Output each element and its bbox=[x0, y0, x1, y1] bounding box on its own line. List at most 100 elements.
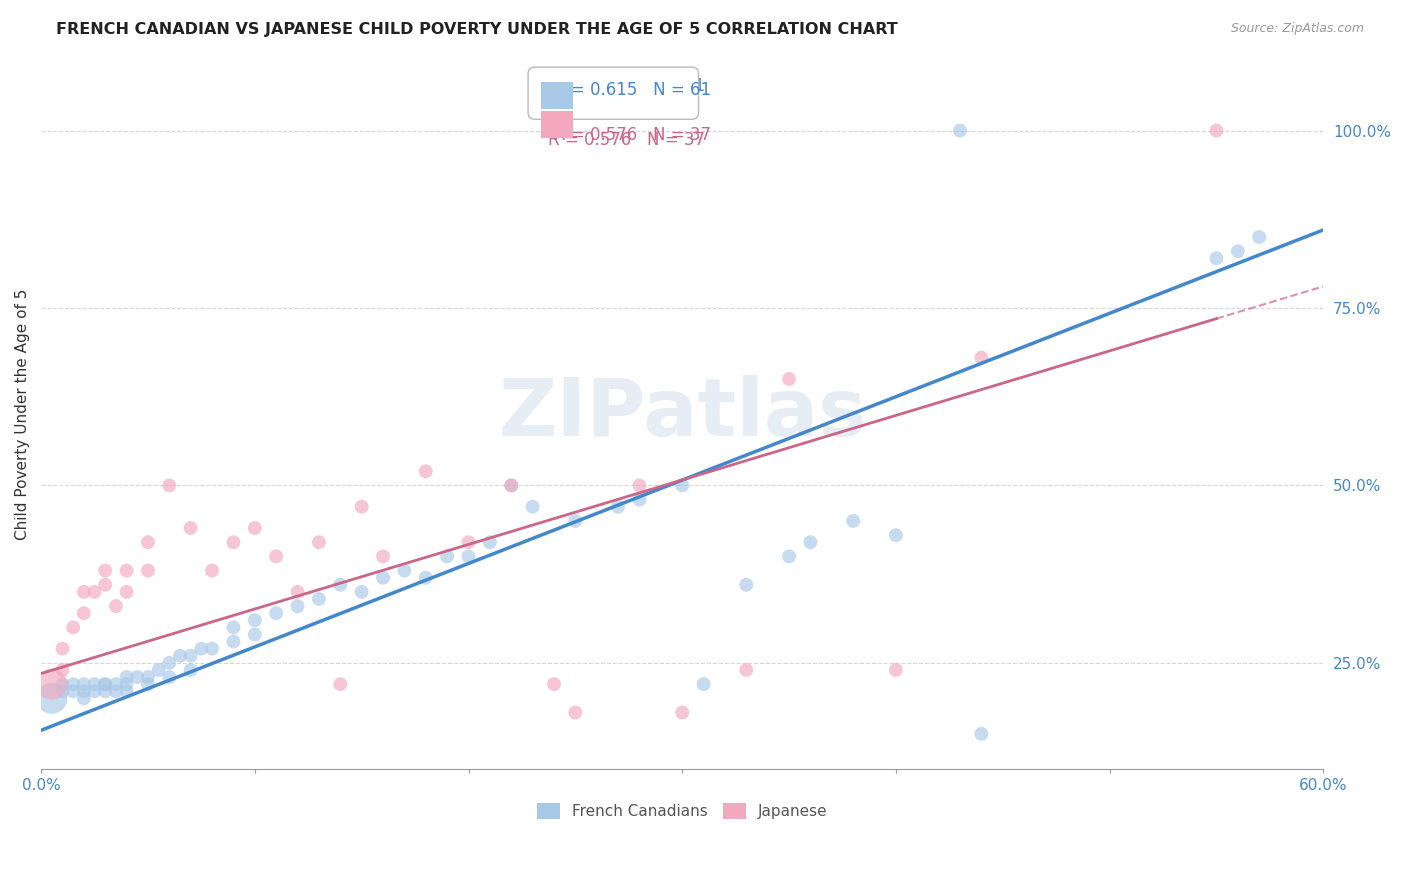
Point bbox=[94, 677, 117, 691]
Point bbox=[136, 535, 159, 549]
Point bbox=[735, 578, 758, 592]
FancyBboxPatch shape bbox=[541, 111, 574, 137]
Point bbox=[1205, 252, 1227, 266]
Point bbox=[243, 521, 266, 535]
Point bbox=[607, 500, 630, 514]
Point bbox=[970, 727, 993, 741]
Point bbox=[287, 599, 309, 613]
Point bbox=[180, 521, 202, 535]
Point bbox=[94, 677, 117, 691]
Point bbox=[457, 549, 479, 564]
Point bbox=[243, 627, 266, 641]
Point bbox=[350, 500, 373, 514]
Point bbox=[415, 464, 437, 478]
Text: Source: ZipAtlas.com: Source: ZipAtlas.com bbox=[1230, 22, 1364, 36]
Point bbox=[371, 571, 394, 585]
Point bbox=[41, 691, 63, 706]
Point bbox=[115, 677, 138, 691]
Point bbox=[73, 677, 96, 691]
Point bbox=[1249, 230, 1271, 244]
Point bbox=[329, 677, 352, 691]
Point bbox=[148, 663, 170, 677]
Point bbox=[127, 670, 149, 684]
Point bbox=[169, 648, 191, 663]
Point bbox=[157, 656, 180, 670]
Point bbox=[94, 578, 117, 592]
Point bbox=[564, 706, 586, 720]
Point bbox=[73, 691, 96, 706]
Y-axis label: Child Poverty Under the Age of 5: Child Poverty Under the Age of 5 bbox=[15, 289, 30, 541]
Point bbox=[62, 677, 84, 691]
Point bbox=[136, 670, 159, 684]
Point bbox=[73, 585, 96, 599]
Point bbox=[115, 670, 138, 684]
Point bbox=[243, 613, 266, 627]
Point bbox=[884, 663, 907, 677]
Point bbox=[62, 620, 84, 634]
Text: R = 0.576   N = 37: R = 0.576 N = 37 bbox=[547, 130, 704, 149]
Point bbox=[522, 500, 544, 514]
Point bbox=[350, 585, 373, 599]
Point bbox=[41, 677, 63, 691]
Point bbox=[115, 585, 138, 599]
Point bbox=[51, 684, 73, 698]
Point bbox=[436, 549, 458, 564]
Point bbox=[308, 535, 330, 549]
Point bbox=[222, 535, 245, 549]
Text: R = 0.576   N = 37: R = 0.576 N = 37 bbox=[554, 126, 711, 144]
Point bbox=[884, 528, 907, 542]
Point bbox=[501, 478, 523, 492]
Point bbox=[735, 663, 758, 677]
Point bbox=[83, 684, 105, 698]
Text: R = 0.615   N = 61: R = 0.615 N = 61 bbox=[547, 78, 704, 95]
Text: ZIPatlas: ZIPatlas bbox=[498, 376, 866, 453]
Point bbox=[201, 564, 224, 578]
Point bbox=[970, 351, 993, 365]
Point bbox=[628, 478, 651, 492]
Point bbox=[778, 372, 800, 386]
Point bbox=[115, 684, 138, 698]
Point bbox=[799, 535, 821, 549]
Point bbox=[190, 641, 212, 656]
Point bbox=[329, 578, 352, 592]
Point bbox=[222, 634, 245, 648]
Point bbox=[201, 641, 224, 656]
Point bbox=[778, 549, 800, 564]
Point bbox=[51, 677, 73, 691]
Point bbox=[83, 585, 105, 599]
Point bbox=[264, 606, 287, 620]
Point bbox=[308, 591, 330, 606]
Text: FRENCH CANADIAN VS JAPANESE CHILD POVERTY UNDER THE AGE OF 5 CORRELATION CHART: FRENCH CANADIAN VS JAPANESE CHILD POVERT… bbox=[56, 22, 898, 37]
Point bbox=[949, 123, 972, 137]
Point bbox=[842, 514, 865, 528]
Point bbox=[478, 535, 501, 549]
Point bbox=[51, 663, 73, 677]
Point bbox=[157, 478, 180, 492]
Point bbox=[371, 549, 394, 564]
Point bbox=[692, 677, 714, 691]
Point bbox=[415, 571, 437, 585]
Point bbox=[104, 599, 127, 613]
Point bbox=[94, 564, 117, 578]
Point bbox=[457, 535, 479, 549]
Point bbox=[501, 478, 523, 492]
Point bbox=[287, 585, 309, 599]
FancyBboxPatch shape bbox=[541, 82, 574, 110]
Point bbox=[62, 684, 84, 698]
Point bbox=[180, 663, 202, 677]
Point bbox=[73, 606, 96, 620]
Point bbox=[180, 648, 202, 663]
Point bbox=[671, 706, 693, 720]
Point bbox=[264, 549, 287, 564]
Point bbox=[136, 564, 159, 578]
Point bbox=[136, 677, 159, 691]
Point bbox=[543, 677, 565, 691]
Point bbox=[51, 641, 73, 656]
Text: R = 0.615   N = 61: R = 0.615 N = 61 bbox=[554, 81, 711, 99]
Point bbox=[115, 564, 138, 578]
Point bbox=[157, 670, 180, 684]
Point bbox=[1205, 123, 1227, 137]
Point bbox=[671, 478, 693, 492]
Point bbox=[1226, 244, 1249, 259]
Point bbox=[628, 492, 651, 507]
